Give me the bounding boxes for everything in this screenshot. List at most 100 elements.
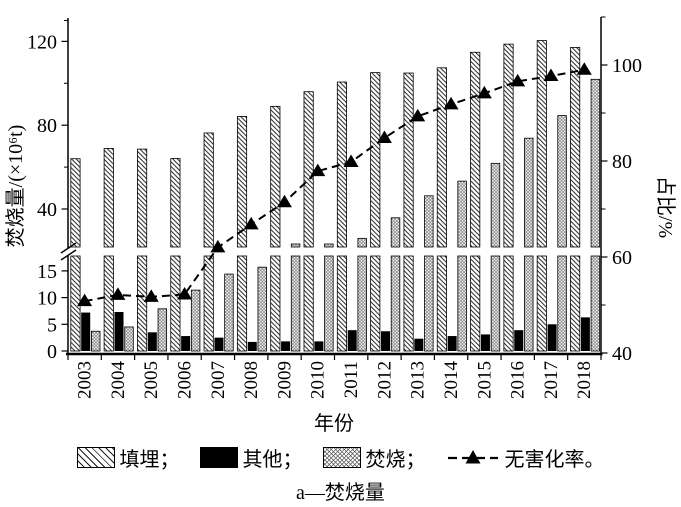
legend-label-other: 其他； xyxy=(242,449,303,471)
tick-label: 5 xyxy=(47,314,57,336)
axis-break-mark xyxy=(60,249,77,261)
x-axis-title: 年份 xyxy=(314,412,354,435)
bar-填埋-2017 xyxy=(536,255,547,352)
bar-焚烧-2018 xyxy=(590,255,601,352)
bar-填埋-2003 xyxy=(70,158,81,248)
rate-marker xyxy=(77,293,93,307)
rate-marker xyxy=(410,108,426,122)
tick-label: 80 xyxy=(37,115,57,137)
bar-焚烧-2007 xyxy=(224,273,234,352)
bar-焚烧-2012 xyxy=(390,217,401,248)
bar-填埋-2016 xyxy=(503,255,514,352)
year-label-2006: 2006 xyxy=(174,361,195,399)
bar-其他-2005 xyxy=(147,332,157,351)
tick-label: 40 xyxy=(612,343,632,365)
bar-填埋-2011 xyxy=(336,255,347,352)
year-label-2004: 2004 xyxy=(108,361,129,400)
bar-焚烧-2017 xyxy=(557,115,567,248)
year-label-2013: 2013 xyxy=(408,361,429,399)
rate-marker xyxy=(576,62,592,75)
rate-marker xyxy=(110,287,126,300)
bar-焚烧-2011 xyxy=(357,255,367,352)
rate-marker xyxy=(476,85,492,99)
legend-item-incineration: 焚烧； xyxy=(322,443,426,472)
bar-焚烧-2003 xyxy=(91,330,101,352)
rate-marker xyxy=(143,289,159,302)
bar-填埋-2014 xyxy=(436,67,447,248)
right-axis-title: 占比/% xyxy=(654,176,677,238)
legend-label-rate: 无害化率。 xyxy=(504,449,605,471)
year-label-2010: 2010 xyxy=(308,361,329,399)
bar-其他-2013 xyxy=(414,338,424,351)
rate-marker xyxy=(243,216,259,230)
year-label-2015: 2015 xyxy=(474,361,495,399)
bar-填埋-2005 xyxy=(137,255,148,352)
bar-其他-2006 xyxy=(181,336,191,351)
bar-其他-2012 xyxy=(381,331,391,351)
bar-焚烧-2013 xyxy=(424,255,434,352)
bar-焚烧-2009 xyxy=(290,243,301,248)
bars-layer xyxy=(70,40,601,352)
bar-其他-2010 xyxy=(314,341,324,351)
tick-label: 10 xyxy=(37,288,57,310)
year-label-2008: 2008 xyxy=(241,361,262,399)
bar-填埋-2015 xyxy=(470,255,481,352)
axis-break-gap xyxy=(62,248,74,255)
year-label-2012: 2012 xyxy=(374,361,395,399)
bar-填埋-2013 xyxy=(403,255,414,352)
bar-焚烧-2006 xyxy=(190,289,201,352)
bar-焚烧-2017 xyxy=(557,255,567,352)
year-label-2003: 2003 xyxy=(75,361,96,399)
bar-填埋-2018 xyxy=(570,255,581,352)
bar-填埋-2009 xyxy=(270,255,281,352)
rate-line xyxy=(84,68,585,303)
bar-填埋-2012 xyxy=(370,255,381,352)
year-label-2014: 2014 xyxy=(441,361,462,400)
year-label-2005: 2005 xyxy=(141,361,162,399)
bar-焚烧-2012 xyxy=(390,255,401,352)
bar-焚烧-2004 xyxy=(124,326,134,352)
bar-焚烧-2010 xyxy=(324,243,334,248)
bar-其他-2011 xyxy=(347,330,357,351)
bar-焚烧-2014 xyxy=(457,255,467,352)
bar-焚烧-2015 xyxy=(490,162,501,248)
legend-item-other: 其他； xyxy=(199,443,303,472)
bar-其他-2015 xyxy=(480,334,490,351)
incineration-crosshatch-swatch xyxy=(322,447,361,468)
bar-焚烧-2005 xyxy=(157,308,168,352)
rate-marker xyxy=(276,194,292,208)
tick-label: 120 xyxy=(27,31,57,53)
bar-焚烧-2016 xyxy=(524,137,534,248)
bar-填埋-2013 xyxy=(403,72,414,248)
bar-填埋-2014 xyxy=(436,255,447,352)
bar-填埋-2008 xyxy=(236,116,248,248)
left-axis-title: 焚烧量/(×10⁶t) xyxy=(4,125,27,248)
legend-item-rate: 无害化率。 xyxy=(446,443,605,472)
axis-break-mark xyxy=(60,242,77,254)
rate-marker xyxy=(543,68,559,82)
bar-填埋-2012 xyxy=(370,72,381,248)
bar-填埋-2017 xyxy=(536,40,547,248)
bar-其他-2007 xyxy=(214,337,224,351)
bar-填埋-2016 xyxy=(503,43,514,248)
bar-填埋-2007 xyxy=(203,255,214,352)
bar-其他-2003 xyxy=(81,312,91,351)
bar-其他-2008 xyxy=(247,341,257,351)
bar-填埋-2006 xyxy=(170,158,181,248)
year-labels-layer: 2003 2004 2005 2006 2007 2008 2009 2010 2011 2012… xyxy=(75,361,596,400)
bar-其他-2016 xyxy=(514,330,524,351)
bar-焚烧-2016 xyxy=(524,255,534,352)
bar-填埋-2015 xyxy=(470,51,481,248)
bar-其他-2014 xyxy=(447,336,457,351)
tick-label: 40 xyxy=(37,199,57,221)
figure-caption: a—焚烧量 xyxy=(296,482,385,504)
rate-marker xyxy=(210,239,226,253)
rate-marker xyxy=(376,130,392,143)
bar-其他-2009 xyxy=(281,341,291,351)
bar-其他-2017 xyxy=(547,324,557,351)
legend-item-landfill: 填埋； xyxy=(76,443,180,472)
year-label-2018: 2018 xyxy=(574,361,595,399)
rate-marker xyxy=(443,96,459,110)
